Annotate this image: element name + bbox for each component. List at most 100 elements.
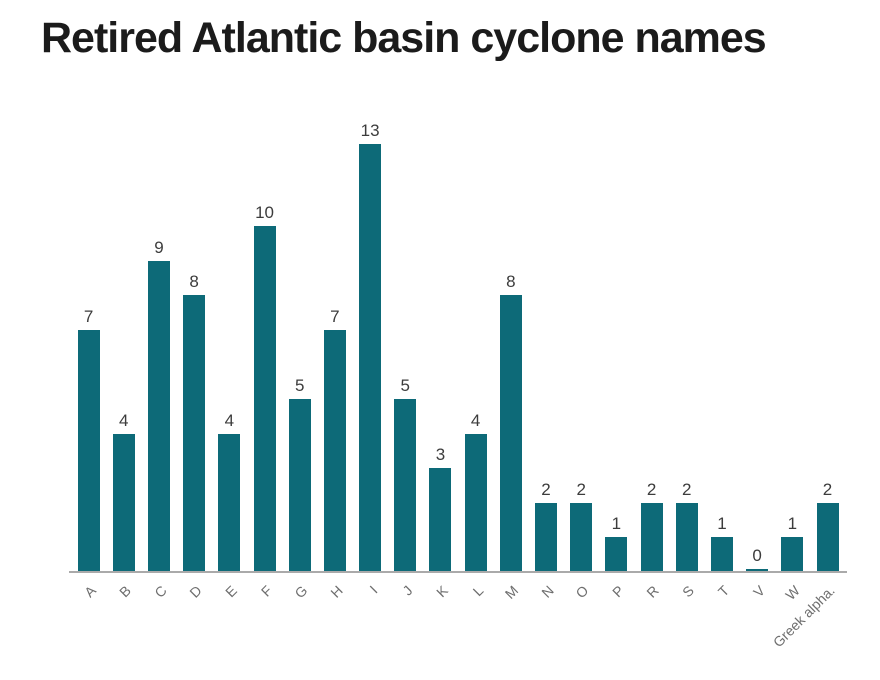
x-tick-label: A — [81, 582, 100, 601]
bar-column: 2 — [810, 122, 845, 572]
bar-column: 5 — [388, 122, 423, 572]
bar-value-label: 4 — [470, 411, 481, 431]
bar — [147, 261, 170, 572]
x-tick-cell: H — [317, 576, 352, 676]
bar — [77, 330, 100, 572]
x-tick-cell: B — [106, 576, 141, 676]
x-tick-cell: R — [634, 576, 669, 676]
bar-column: 4 — [106, 122, 141, 572]
x-tick-label: V — [749, 582, 768, 601]
x-tick-label: N — [538, 582, 557, 601]
x-tick-cell: F — [247, 576, 282, 676]
bar-column: 2 — [528, 122, 563, 572]
x-tick-cell: J — [388, 576, 423, 676]
x-tick-cell: L — [458, 576, 493, 676]
bar-column: 2 — [634, 122, 669, 572]
x-tick-label: J — [399, 582, 416, 599]
bar — [816, 503, 839, 572]
x-tick-label: I — [366, 582, 381, 597]
bar-column: 1 — [704, 122, 739, 572]
bar-value-label: 1 — [787, 514, 798, 534]
bar-column: 8 — [493, 122, 528, 572]
x-axis-line — [69, 571, 847, 573]
x-tick-cell: T — [704, 576, 739, 676]
bar-column: 9 — [141, 122, 176, 572]
bar-value-label: 9 — [154, 238, 164, 258]
bar-value-label: 5 — [400, 376, 411, 396]
bar-value-label: 4 — [119, 411, 129, 431]
x-tick-label: P — [609, 582, 628, 601]
bar — [499, 295, 522, 572]
x-tick-label: G — [291, 582, 311, 602]
bar-column: 5 — [282, 122, 317, 572]
x-tick-cell: A — [71, 576, 106, 676]
bar-column: 2 — [669, 122, 704, 572]
x-tick-cell: V — [740, 576, 775, 676]
bar — [640, 503, 663, 572]
bar — [746, 569, 769, 572]
x-tick-label: K — [433, 582, 452, 601]
bar-value-label: 2 — [682, 480, 692, 500]
bar-column: 4 — [212, 122, 247, 572]
bar-column: 4 — [458, 122, 493, 572]
bar-column: 1 — [775, 122, 810, 572]
x-tick-cell: D — [177, 576, 212, 676]
bar-value-label: 8 — [506, 272, 516, 292]
x-tick-label: E — [222, 582, 240, 601]
x-tick-label: O — [572, 582, 592, 602]
x-tick-cell: Greek alpha. — [770, 576, 845, 676]
x-tick-cell: K — [423, 576, 458, 676]
bar — [253, 226, 276, 572]
x-tick-cell: O — [564, 576, 599, 676]
bar-value-label: 0 — [752, 546, 762, 566]
bar-value-label: 1 — [717, 514, 727, 534]
bars-container: 7 4 9 8 4 10 5 7 13 5 3 4 8 2 2 1 2 2 1 0 1 2 — [71, 121, 845, 572]
bar — [710, 537, 733, 572]
chart-title: Retired Atlantic basin cyclone names — [41, 14, 767, 62]
bar-column: 1 — [599, 122, 634, 572]
bar — [394, 399, 417, 572]
bar-column: 8 — [177, 122, 212, 572]
bar-column: 2 — [564, 122, 599, 572]
x-tick-label: C — [151, 582, 170, 601]
x-tick-label: W — [782, 582, 803, 603]
bar-column: 7 — [71, 122, 106, 572]
x-tick-cell: G — [282, 576, 317, 676]
plot-area: 7 4 9 8 4 10 5 7 13 5 3 4 8 2 2 1 2 2 1 0 1 2 — [71, 121, 845, 572]
x-tick-label: L — [469, 582, 487, 600]
bar-column: 13 — [353, 121, 388, 572]
bar-value-label: 10 — [255, 203, 274, 223]
x-tick-cell: S — [669, 576, 704, 676]
bar-value-label: 2 — [541, 480, 551, 500]
x-tick-label: S — [679, 582, 698, 601]
bar — [323, 330, 346, 572]
x-tick-label: M — [501, 582, 522, 602]
x-tick-cell: I — [353, 576, 388, 676]
bar-column: 0 — [740, 122, 775, 572]
bar-value-label: 2 — [822, 480, 833, 500]
bar-value-label: 7 — [83, 307, 94, 327]
x-tick-label: T — [715, 582, 733, 600]
bar-column: 7 — [317, 122, 352, 572]
x-tick-cell: M — [493, 576, 528, 676]
bar-value-label: 3 — [435, 445, 446, 465]
bar-value-label: 5 — [294, 376, 305, 396]
x-tick-cell: E — [212, 576, 247, 676]
bar — [183, 295, 206, 572]
bar — [429, 468, 452, 572]
x-tick-cell: C — [141, 576, 176, 676]
x-axis-tick-labels: A B C D E F G H I J K L M N O P R S T V W Greek alpha. — [71, 576, 845, 676]
bar-value-label: 4 — [224, 411, 235, 431]
bar — [605, 537, 628, 572]
bar — [675, 503, 698, 572]
x-tick-cell: N — [528, 576, 563, 676]
bar — [464, 434, 487, 572]
bar — [570, 503, 593, 572]
x-tick-label: B — [116, 582, 135, 601]
x-tick-label: H — [327, 582, 346, 601]
x-tick-label: R — [643, 582, 663, 601]
bar — [112, 434, 135, 572]
bar-value-label: 8 — [189, 272, 199, 292]
bar-value-label: 2 — [646, 480, 657, 500]
